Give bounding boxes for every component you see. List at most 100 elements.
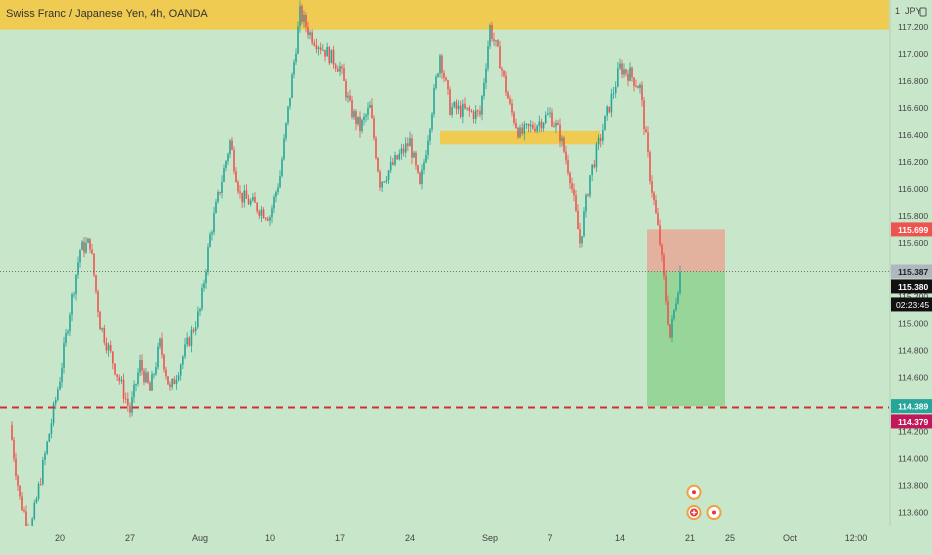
candle-body xyxy=(65,333,67,344)
candle-body xyxy=(182,356,184,365)
candle-body xyxy=(37,484,40,499)
candle-body xyxy=(334,64,337,69)
price-axis[interactable]: 117.200 117.000 116.800 116.600 116.400 116.2… xyxy=(889,0,932,526)
candle-body xyxy=(544,115,547,124)
candle-body xyxy=(392,162,394,165)
candle-body xyxy=(367,107,369,115)
time-tick-label: Sep xyxy=(482,533,498,543)
candle-body xyxy=(468,107,471,111)
candle-body xyxy=(513,112,515,123)
candle-body xyxy=(85,242,87,253)
candle-body xyxy=(371,104,373,119)
candle-body xyxy=(462,103,464,117)
candle-body xyxy=(369,104,371,108)
candle-body xyxy=(583,211,585,237)
candle-body xyxy=(337,68,339,72)
candle-body xyxy=(455,102,458,110)
candle-body xyxy=(249,200,252,205)
candle-body xyxy=(299,5,301,27)
time-axis[interactable]: 20 27 Aug 10 17 24 Sep 7 14 21 25 Oct 12:00 xyxy=(0,526,932,550)
candle-body xyxy=(593,164,596,168)
candle-body xyxy=(599,137,602,141)
candle-body xyxy=(651,181,653,193)
candle-body xyxy=(269,217,271,221)
candle-body xyxy=(447,80,449,90)
candle-body xyxy=(396,155,398,160)
candle-body xyxy=(39,484,42,486)
price-tick-label: 116.600 xyxy=(898,103,928,113)
price-tick-label: 116.800 xyxy=(898,76,928,86)
price-tag-current xyxy=(891,279,932,294)
time-tick-label: 27 xyxy=(125,533,135,543)
candle-body xyxy=(50,423,53,434)
candle-body xyxy=(585,194,587,212)
candle-body xyxy=(457,105,460,110)
candle-body xyxy=(129,405,131,413)
price-tick-label: 115.200 xyxy=(898,292,928,302)
candle-body xyxy=(591,164,593,176)
candle-body xyxy=(431,114,433,130)
candle-body xyxy=(435,76,437,88)
candle-body xyxy=(93,253,95,276)
time-tick-label: 25 xyxy=(725,533,735,543)
candle-body xyxy=(602,130,604,141)
candle-body xyxy=(409,138,411,147)
time-tick-label: Aug xyxy=(192,533,208,543)
candle-body xyxy=(99,311,101,330)
candle-body xyxy=(107,344,110,351)
candle-body xyxy=(532,124,534,129)
candle-body xyxy=(542,123,545,129)
candle-body xyxy=(555,122,557,127)
candle-body xyxy=(131,397,133,413)
candle-body xyxy=(326,47,328,57)
price-tick-label: 113.800 xyxy=(898,481,928,491)
candle-body xyxy=(407,143,409,147)
candle-body xyxy=(619,63,621,69)
candle-body xyxy=(25,511,27,527)
candle-body xyxy=(165,369,167,377)
candle-body xyxy=(387,170,390,180)
candle-body xyxy=(495,40,497,42)
candle-body xyxy=(332,49,335,65)
candle-body xyxy=(262,209,265,219)
candle-body xyxy=(647,132,649,153)
candle-body xyxy=(614,86,617,93)
time-tick-label: Oct xyxy=(783,533,798,543)
candle-body xyxy=(349,95,351,101)
candle-body xyxy=(311,32,313,43)
candle-body xyxy=(167,376,169,385)
candle-body xyxy=(307,27,309,36)
candle-body xyxy=(470,110,473,112)
price-tick-label: 114.200 xyxy=(898,427,928,437)
candle-body xyxy=(89,238,91,250)
candle-body xyxy=(75,274,77,294)
candle-body xyxy=(595,144,598,168)
price-tick-label: 114.000 xyxy=(898,454,928,464)
candle-body xyxy=(192,329,195,332)
candle-body xyxy=(491,24,493,40)
candle-body xyxy=(155,367,157,375)
price-tick-label: 116.200 xyxy=(898,157,928,167)
candle-body xyxy=(151,374,153,391)
candle-body xyxy=(343,68,345,81)
candle-body xyxy=(429,129,431,141)
time-tick-label: 12:00 xyxy=(845,533,868,543)
candle-body xyxy=(511,103,513,113)
lock-icon[interactable] xyxy=(919,7,927,17)
price-tick-label: 116.000 xyxy=(898,184,928,194)
candle-body xyxy=(479,111,481,115)
candle-body xyxy=(153,374,155,376)
candle-body xyxy=(309,32,311,36)
candle-body xyxy=(571,183,573,190)
candle-body xyxy=(487,46,489,69)
candle-body xyxy=(231,140,233,150)
candle-body xyxy=(157,346,159,368)
candle-body xyxy=(631,67,633,78)
candle-body xyxy=(233,149,235,172)
candle-body xyxy=(501,68,503,71)
candle-body xyxy=(489,24,491,47)
candle-body xyxy=(547,113,549,116)
candle-body xyxy=(322,49,324,51)
candle-body xyxy=(423,162,425,170)
